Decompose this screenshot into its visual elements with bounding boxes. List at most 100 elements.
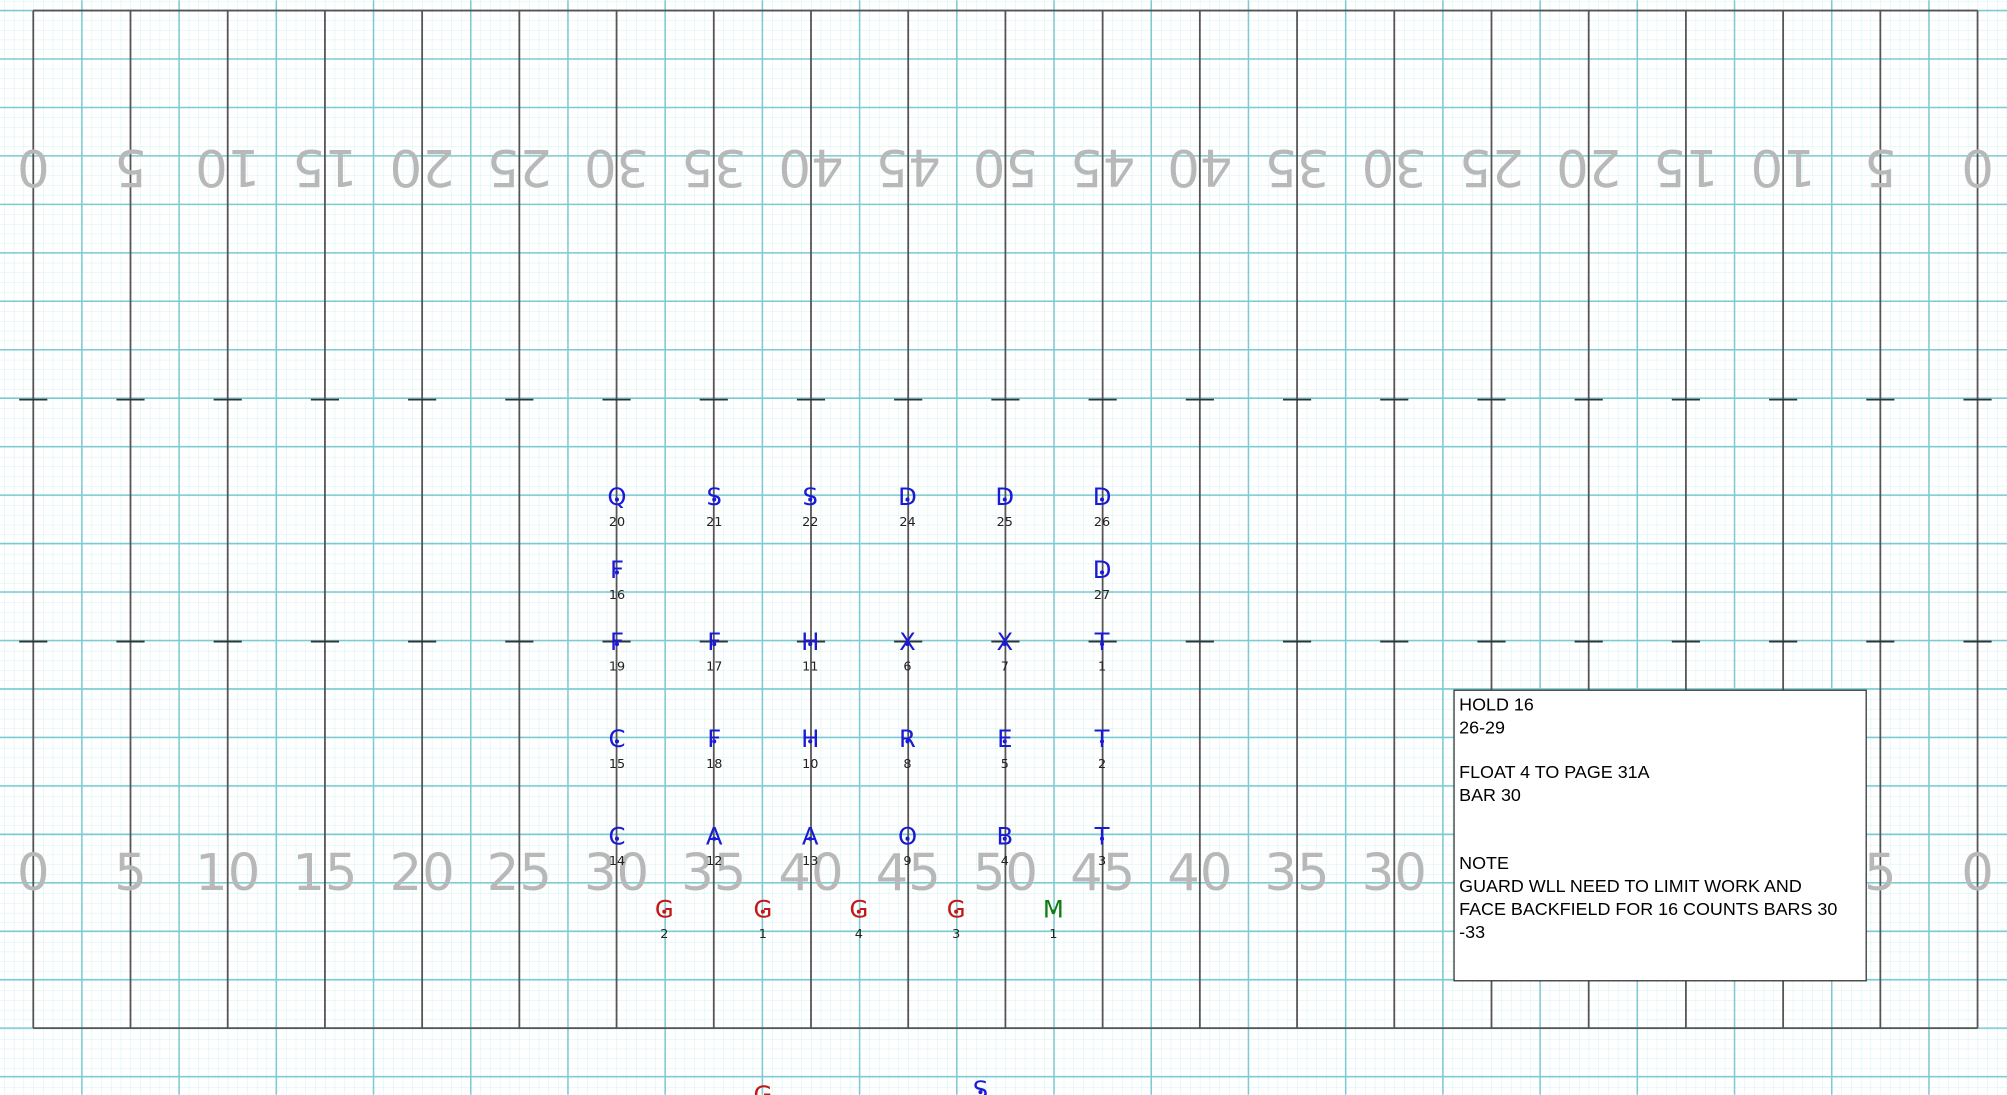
performer-dot [712, 836, 717, 841]
performer-number: 24 [899, 515, 915, 530]
performer-symbol: T [1094, 724, 1110, 753]
performer-dot [808, 836, 813, 841]
performer-dot [760, 909, 765, 914]
yard-number-top: 40 [1167, 137, 1232, 197]
performer-number: 6 [903, 660, 911, 675]
performer-number: 10 [802, 757, 818, 772]
yard-number-bottom: 20 [390, 843, 455, 903]
performer-symbol: G [849, 894, 868, 923]
performer-symbol: M [1043, 894, 1064, 923]
note-line: GUARD WLL NEED TO LIMIT WORK AND [1459, 876, 1802, 896]
performer-symbol: R [899, 724, 916, 753]
yard-number-top: 10 [195, 137, 260, 197]
performer-dot [808, 642, 813, 647]
performer-dot [905, 642, 910, 647]
yard-number-top: 25 [1459, 137, 1524, 197]
yard-number-bottom: 5 [114, 843, 147, 903]
performer-number: 4 [855, 927, 863, 942]
performer-symbol: D [1093, 555, 1112, 584]
performer-number: 13 [802, 854, 818, 869]
performer-number: 11 [802, 660, 818, 675]
performer-symbol: C [608, 821, 625, 850]
yard-number-bottom: 15 [292, 843, 357, 903]
performer-symbol: X [996, 627, 1013, 656]
yard-number-bottom: 5 [1864, 843, 1897, 903]
performer-dot [978, 1090, 983, 1095]
performer-number: 15 [609, 757, 625, 772]
performer-symbol: D [1093, 482, 1112, 511]
yard-number-bottom: 30 [584, 843, 649, 903]
performer-symbol: D [995, 482, 1014, 511]
performer-symbol: B [996, 821, 1013, 850]
performer-dot [1002, 642, 1007, 647]
performer-symbol: S [707, 482, 722, 511]
performer-symbol: H [801, 627, 819, 656]
yard-number-bottom: 45 [876, 843, 941, 903]
performer-symbol: X [899, 627, 916, 656]
performer-number: 7 [1001, 660, 1009, 675]
performer-number: 21 [706, 515, 722, 530]
yard-number-top: 30 [584, 137, 649, 197]
performer-symbol: E [997, 724, 1012, 753]
performer-symbol: A [802, 821, 819, 850]
note-line: NOTE [1459, 853, 1509, 873]
yard-number-top: 45 [1070, 137, 1135, 197]
performer-dot [662, 909, 667, 914]
performer-symbol: G [753, 894, 772, 923]
performer-number: 2 [660, 927, 668, 942]
performer-symbol: G [655, 894, 674, 923]
performer-symbol: S [803, 482, 818, 511]
performer-dot [614, 642, 619, 647]
performer-symbol: O [898, 821, 917, 850]
yard-number-bottom: 35 [681, 843, 746, 903]
performer-number: 3 [1098, 854, 1106, 869]
yard-number-top: 35 [1264, 137, 1329, 197]
yard-number-bottom: 10 [195, 843, 260, 903]
performer-symbol: G [753, 1080, 772, 1095]
yard-number-top: 0 [1961, 137, 1994, 197]
performer-number: 14 [609, 854, 625, 869]
yard-number-bottom: 25 [487, 843, 552, 903]
performer-number: 2 [1098, 757, 1106, 772]
performer-dot [712, 497, 717, 502]
yard-number-bottom: 50 [973, 843, 1038, 903]
performer-number: 1 [1098, 660, 1106, 675]
performer-dot [808, 739, 813, 744]
note-line: FLOAT 4 TO PAGE 31A [1459, 762, 1649, 782]
performer-number: 3 [952, 927, 960, 942]
performer-symbol: F [610, 627, 624, 656]
performer-number: 18 [706, 757, 722, 772]
yard-number-top: 50 [973, 137, 1038, 197]
yard-number-top: 40 [778, 137, 843, 197]
yard-number-top: 20 [1556, 137, 1621, 197]
performer-dot [1100, 739, 1105, 744]
performer-symbol: F [707, 627, 721, 656]
performer-symbol: F [707, 724, 721, 753]
performer-number: 17 [706, 660, 722, 675]
performer-dot [905, 739, 910, 744]
yard-number-bottom: 0 [1961, 843, 1994, 903]
performer-dot [712, 642, 717, 647]
performer-symbol: T [1094, 821, 1110, 850]
performer-number: 20 [609, 515, 625, 530]
performer-dot [614, 570, 619, 575]
performer-number: 27 [1094, 588, 1110, 603]
performer-number: 9 [903, 854, 911, 869]
note-line: BAR 30 [1459, 785, 1521, 805]
performer-number: 22 [802, 515, 818, 530]
performers: Q20S21S22D24D25D26F16D27F19F17H11X6X7T1C… [607, 482, 1111, 1095]
performer-symbol: G [947, 894, 966, 923]
performer-dot [954, 909, 959, 914]
yard-number-top: 5 [1864, 137, 1897, 197]
performer-symbol: S [973, 1075, 988, 1095]
yard-number-top: 15 [292, 137, 357, 197]
yard-number-top: 5 [114, 137, 147, 197]
yard-number-bottom: 45 [1070, 843, 1135, 903]
performer-dot [614, 497, 619, 502]
yard-number-top: 30 [1362, 137, 1427, 197]
performer-dot [614, 739, 619, 744]
performer-dot [712, 739, 717, 744]
yard-number-top: 25 [487, 137, 552, 197]
performer-dot [905, 497, 910, 502]
